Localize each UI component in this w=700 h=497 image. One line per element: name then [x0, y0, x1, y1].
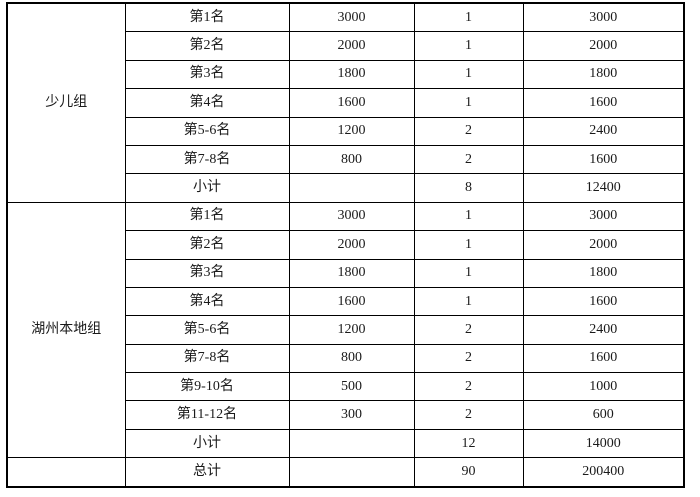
rank-cell: 第2名 — [124, 230, 290, 260]
count-cell: 2 — [413, 144, 524, 175]
total-cell: 3000 — [522, 2, 685, 33]
rank-cell: 第11-12名 — [124, 400, 290, 430]
rank-cell: 第7-8名 — [124, 343, 290, 374]
total-cell: 1600 — [522, 144, 685, 175]
table-row: 第9-10名 500 2 1000 — [7, 372, 685, 402]
rank-cell: 第5-6名 — [124, 315, 290, 345]
table-row: 湖州本地组 第1名 3000 1 3000 — [6, 201, 685, 459]
total-cell: 1600 — [522, 343, 685, 374]
prize-cell: 1200 — [288, 315, 415, 345]
total-cell: 14000 — [522, 428, 685, 459]
prize-cell — [288, 173, 415, 203]
count-cell: 90 — [413, 457, 524, 488]
prize-cell: 3000 — [288, 201, 415, 232]
table-row: 第2名 2000 1 2000 — [7, 230, 685, 260]
count-cell: 2 — [413, 116, 524, 146]
rank-cell: 第4名 — [124, 88, 290, 118]
prize-cell: 1800 — [288, 59, 415, 90]
table-row: 第5-6名 1200 2 2400 — [7, 315, 685, 345]
group-name-cell: 湖州本地组 — [6, 201, 126, 459]
prize-cell: 1600 — [288, 88, 415, 118]
rank-cell: 第3名 — [124, 258, 290, 288]
prize-cell: 1200 — [288, 116, 415, 146]
count-cell: 1 — [413, 59, 524, 90]
count-cell: 1 — [413, 88, 524, 118]
group-name-cell — [6, 457, 126, 488]
count-cell: 1 — [413, 258, 524, 288]
count-cell: 1 — [413, 31, 524, 61]
prize-cell: 500 — [288, 372, 415, 402]
count-cell: 2 — [413, 372, 524, 402]
rank-cell: 小计 — [124, 173, 290, 203]
prize-cell — [288, 457, 415, 488]
rank-cell: 第9-10名 — [124, 372, 290, 402]
total-cell: 1000 — [522, 372, 685, 402]
table-row: 第3名 1800 1 1800 — [7, 59, 685, 90]
prize-cell: 2000 — [288, 31, 415, 61]
rank-cell: 第7-8名 — [124, 144, 290, 175]
total-cell: 200400 — [522, 457, 685, 488]
total-cell: 3000 — [522, 201, 685, 232]
count-cell: 2 — [413, 400, 524, 430]
total-cell: 2400 — [522, 315, 685, 345]
prize-cell — [288, 428, 415, 459]
total-cell: 1600 — [522, 286, 685, 317]
total-cell: 12400 — [522, 173, 685, 203]
table-row: 第5-6名 1200 2 2400 — [7, 116, 685, 146]
grand-total-row: 总计 90 200400 — [6, 457, 685, 488]
rank-cell: 第1名 — [124, 2, 290, 33]
count-cell: 12 — [413, 428, 524, 459]
group-name-cell: 少儿组 — [6, 2, 126, 203]
rank-cell: 第4名 — [124, 286, 290, 317]
count-cell: 1 — [413, 201, 524, 232]
prize-cell: 1600 — [288, 286, 415, 317]
total-cell: 2400 — [522, 116, 685, 146]
table-row: 少儿组 第1名 3000 1 3000 — [6, 2, 685, 203]
prize-table: 少儿组 第1名 3000 1 3000 第2名 2000 1 2000 第3名 1800 1 1800 第… — [6, 2, 685, 488]
count-cell: 1 — [413, 2, 524, 33]
prize-cell: 2000 — [288, 230, 415, 260]
rank-cell: 小计 — [124, 428, 290, 459]
total-cell: 600 — [522, 400, 685, 430]
table-row: 第7-8名 800 2 1600 — [7, 144, 685, 175]
total-cell: 1800 — [522, 258, 685, 288]
count-cell: 2 — [413, 315, 524, 345]
count-cell: 1 — [413, 230, 524, 260]
table-row: 第11-12名 300 2 600 — [7, 400, 685, 430]
prize-cell: 800 — [288, 144, 415, 175]
rank-cell: 第5-6名 — [124, 116, 290, 146]
count-cell: 8 — [413, 173, 524, 203]
prize-cell: 800 — [288, 343, 415, 374]
rank-cell: 总计 — [124, 457, 290, 488]
rank-cell: 第1名 — [124, 201, 290, 232]
table-row: 第4名 1600 1 1600 — [7, 88, 685, 118]
rank-cell: 第3名 — [124, 59, 290, 90]
total-cell: 1600 — [522, 88, 685, 118]
total-cell: 2000 — [522, 230, 685, 260]
count-cell: 1 — [413, 286, 524, 317]
prize-table-body: 少儿组 第1名 3000 1 3000 第2名 2000 1 2000 第3名 1800 1 1800 第… — [6, 2, 685, 488]
prize-cell: 3000 — [288, 2, 415, 33]
rank-cell: 第2名 — [124, 31, 290, 61]
prize-cell: 300 — [288, 400, 415, 430]
prize-cell: 1800 — [288, 258, 415, 288]
table-row: 第3名 1800 1 1800 — [7, 258, 685, 288]
table-row: 小计 12 14000 — [7, 428, 685, 459]
count-cell: 2 — [413, 343, 524, 374]
total-cell: 2000 — [522, 31, 685, 61]
total-cell: 1800 — [522, 59, 685, 90]
